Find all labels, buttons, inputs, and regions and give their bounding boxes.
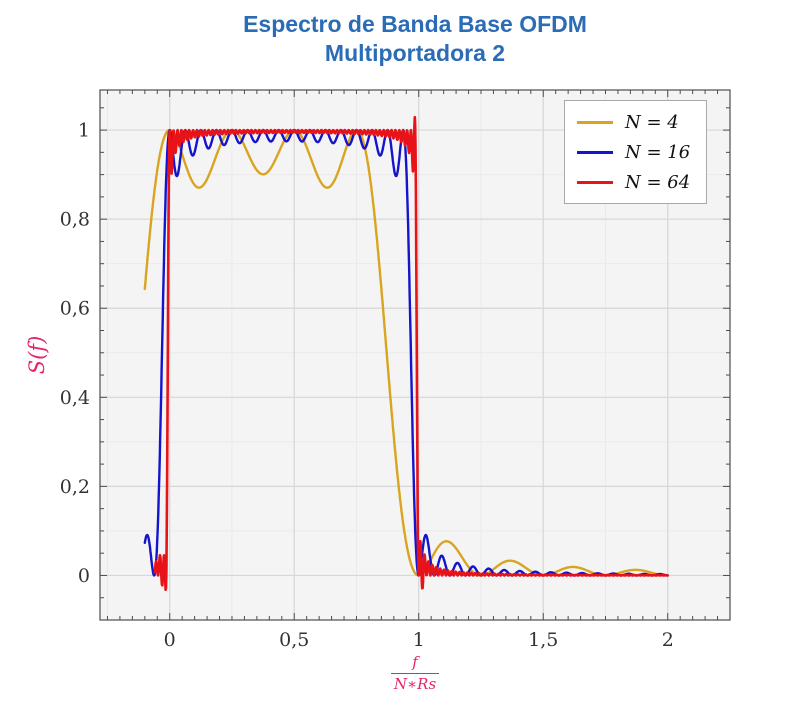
y-tick-label: 0,8 <box>60 209 90 231</box>
major-grid <box>100 90 730 620</box>
curve-N64 <box>153 115 669 592</box>
y-tick-label: 0,2 <box>60 476 90 498</box>
y-tick-label: 0,6 <box>60 298 90 320</box>
curves <box>143 115 669 592</box>
legend-line-swatch-n64 <box>577 180 613 184</box>
x-axis-fraction-numerator: f <box>412 653 418 671</box>
y-axis-label: S(f) <box>25 335 49 375</box>
axis-ticks <box>100 90 730 620</box>
legend-line-swatch-n16 <box>577 150 613 154</box>
x-axis-label: f N∗Rs <box>100 653 730 694</box>
legend-item-n4: N = 4 <box>577 111 690 133</box>
chart-title: Espectro de Banda Base OFDM Multiportado… <box>100 10 730 69</box>
y-tick-label: 0 <box>78 565 90 587</box>
legend-label-n4: N = 4 <box>625 111 679 133</box>
x-tick-label: 0 <box>164 629 176 651</box>
x-tick-label: 2 <box>662 629 674 651</box>
x-tick-label: 0,5 <box>279 629 309 651</box>
x-axis-fraction-denominator: N∗Rs <box>390 672 440 694</box>
plot-frame <box>99 89 731 621</box>
legend-item-n16: N = 16 <box>577 141 690 163</box>
legend-box: N = 4 N = 16 N = 64 <box>564 100 708 204</box>
y-tick-label: 0,4 <box>60 387 90 409</box>
x-axis-fraction: f N∗Rs <box>390 653 440 694</box>
tick-labels: 0 0,5 1 1,5 2 0 0,2 0,4 0,6 0,8 1 <box>60 120 674 651</box>
x-tick-label: 1,5 <box>528 629 558 651</box>
chart-title-line1: Espectro de Banda Base OFDM <box>243 11 587 37</box>
legend-line-swatch-n4 <box>577 120 613 124</box>
x-tick-label: 1 <box>413 629 425 651</box>
y-tick-label: 1 <box>78 120 90 142</box>
legend-label-n16: N = 16 <box>625 141 691 163</box>
chart-title-line2: Multiportadora 2 <box>324 40 506 67</box>
legend-label-n64: N = 64 <box>625 171 691 193</box>
legend-item-n64: N = 64 <box>577 171 690 193</box>
